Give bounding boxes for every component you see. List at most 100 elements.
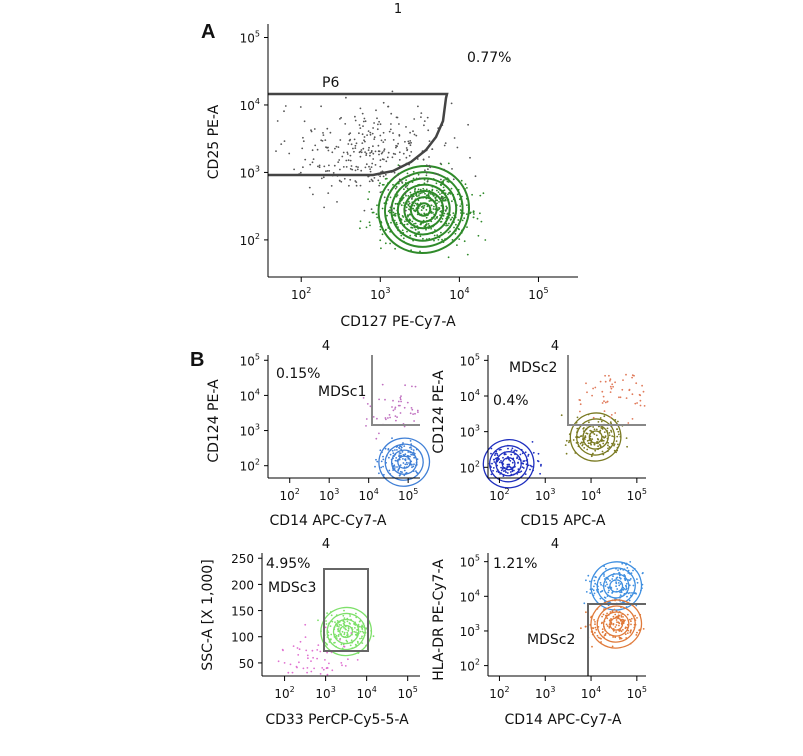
event-dot (612, 624, 614, 626)
event-dot (388, 470, 390, 472)
event-dot (455, 224, 457, 226)
event-dot (394, 408, 396, 410)
event-dot (317, 166, 319, 168)
event-dot (639, 394, 641, 396)
event-dot (593, 619, 595, 621)
event-dot (325, 146, 327, 148)
event-dot (415, 386, 417, 388)
event-dot (379, 449, 381, 451)
event-dot (410, 412, 412, 414)
event-dot (420, 235, 422, 237)
event-dot (347, 633, 349, 635)
event-dot (355, 613, 357, 615)
event-dot (600, 381, 602, 383)
event-dot (407, 173, 409, 175)
event-dot (382, 384, 384, 386)
event-dot (368, 130, 370, 132)
event-dot (417, 231, 419, 233)
event-dot (380, 123, 382, 125)
event-dot (365, 120, 367, 122)
event-dot (347, 630, 349, 632)
event-dot (345, 665, 347, 667)
event-dot (620, 594, 622, 596)
event-dot (358, 132, 360, 134)
event-dot (635, 634, 637, 636)
event-dot (626, 596, 628, 598)
event-dot (405, 126, 407, 128)
x-tick-label: 103 (370, 286, 390, 302)
event-dot (363, 139, 365, 141)
event-dot (607, 444, 609, 446)
event-dot (593, 586, 595, 588)
event-dot (602, 428, 604, 430)
event-dot (350, 632, 352, 634)
event-dot (343, 610, 345, 612)
event-dot (479, 212, 481, 214)
event-dot (351, 143, 353, 145)
event-dot (411, 409, 413, 411)
event-dot (428, 200, 430, 202)
x-tick-label: 105 (398, 685, 418, 701)
event-dot (417, 411, 419, 413)
event-dot (394, 449, 396, 451)
event-dot (387, 106, 389, 108)
y-tick-label: 104 (240, 97, 260, 113)
event-dot (408, 143, 410, 145)
event-dot (368, 149, 370, 151)
event-dot (616, 440, 618, 442)
event-dot (594, 433, 596, 435)
event-dot (413, 171, 415, 173)
event-dot (361, 142, 363, 144)
event-dot (356, 142, 358, 144)
event-dot (400, 401, 402, 403)
event-dot (625, 626, 627, 628)
event-dot (434, 197, 436, 199)
event-dot (433, 240, 435, 242)
event-dot (615, 585, 617, 587)
event-dot (399, 180, 401, 182)
event-dot (372, 133, 374, 135)
event-dot (500, 449, 502, 451)
event-dot (361, 626, 363, 628)
event-dot (338, 146, 340, 148)
event-dot (612, 386, 614, 388)
event-dot (405, 186, 407, 188)
event-dot (362, 631, 364, 633)
event-dot (321, 178, 323, 180)
event-dot (618, 582, 620, 584)
event-dot (436, 182, 438, 184)
y-tick-label: 105 (240, 29, 260, 45)
event-dot (342, 615, 344, 617)
event-dot (337, 628, 339, 630)
event-dot (420, 112, 422, 114)
event-dot (601, 391, 603, 393)
event-dot (598, 421, 600, 423)
event-dot (290, 664, 292, 666)
event-dot (339, 639, 341, 641)
event-dot (405, 193, 407, 195)
event-dot (625, 633, 627, 635)
event-dot (509, 466, 511, 468)
event-dot (507, 464, 509, 466)
event-dot (399, 475, 401, 477)
event-dot (615, 631, 617, 633)
event-dot (586, 391, 588, 393)
event-dot (380, 159, 382, 161)
event-dot (390, 113, 392, 115)
event-dot (375, 151, 377, 153)
event-dot (617, 444, 619, 446)
event-dot (373, 138, 375, 140)
event-dot (644, 405, 646, 407)
event-dot (608, 432, 610, 434)
event-dot (458, 238, 460, 240)
event-dot (384, 196, 386, 198)
gate-layer: P6 0.77% (268, 50, 511, 175)
event-dot (389, 131, 391, 133)
event-dot (391, 406, 393, 408)
event-dot (301, 148, 303, 150)
event-dot (431, 148, 433, 150)
event-dot (451, 217, 453, 219)
y-axis-label: CD124 PE-A (206, 379, 222, 463)
event-dot (462, 220, 464, 222)
